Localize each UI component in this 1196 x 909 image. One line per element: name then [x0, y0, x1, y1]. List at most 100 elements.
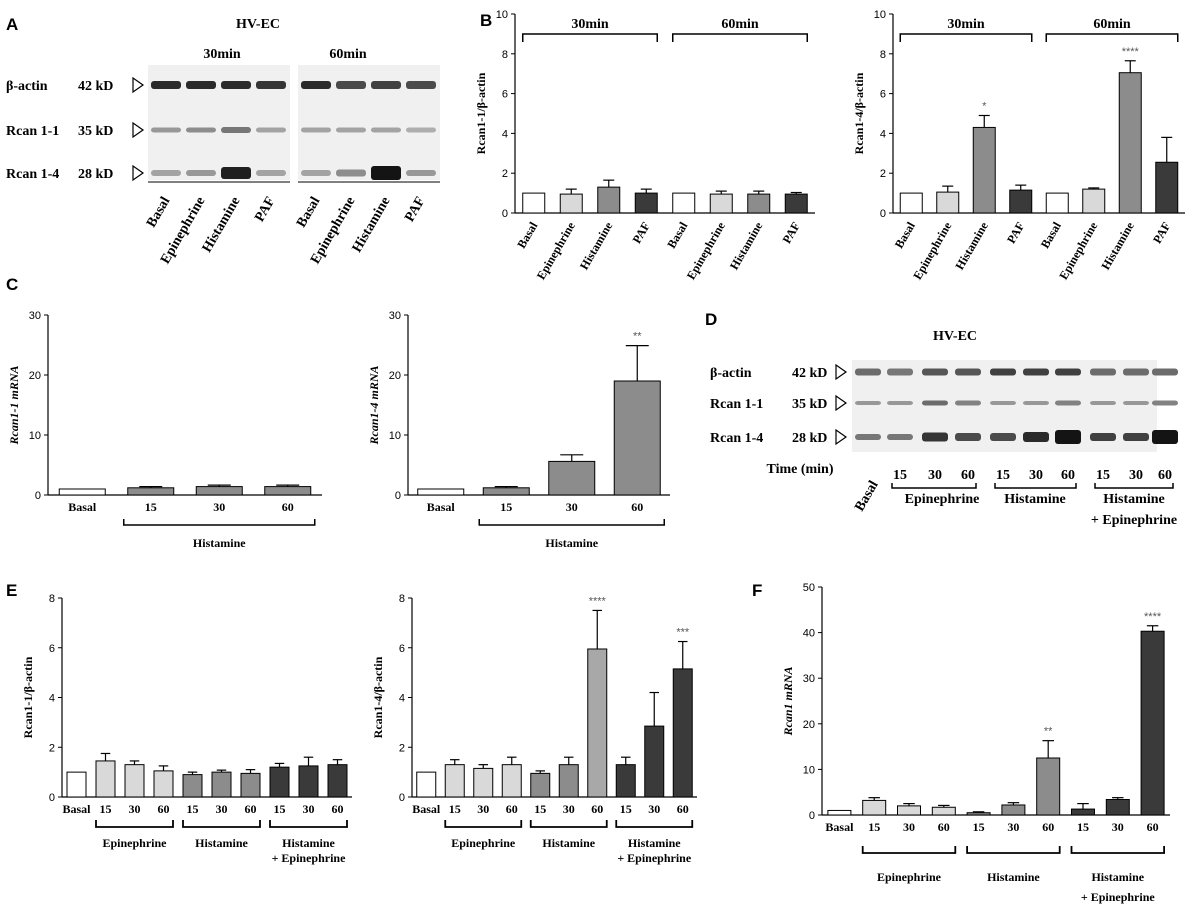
- y-tick-label-B2-2: 4: [880, 128, 886, 140]
- y-tick-label-B2-4: 8: [880, 49, 886, 61]
- blot-a-band-r1-l0: [151, 127, 181, 133]
- category-label-E1-1: 15: [100, 802, 112, 816]
- group-label-F-2-0: Histamine: [1091, 870, 1144, 884]
- blot-d-band-r2-l1: [887, 434, 913, 440]
- bar-E1-2: [124, 764, 145, 798]
- bar-E2-5: [558, 764, 579, 798]
- blot-d-bracket-1: [994, 483, 1077, 489]
- bar-B1-0: [522, 192, 546, 214]
- bar-E1-4: [182, 774, 203, 798]
- blot-d-time-3: 15: [996, 468, 1010, 483]
- category-label-E2-1: 15: [449, 802, 461, 816]
- group-label-F-1-0: Histamine: [987, 870, 1040, 884]
- y-tick-label-B1-5: 10: [496, 9, 508, 21]
- bar-E1-0: [66, 771, 87, 798]
- category-label-F-7: 15: [1077, 820, 1089, 834]
- bar-C1-1: [127, 487, 175, 496]
- bar-F-6: [1036, 757, 1061, 816]
- y-tick-label-C2-1: 10: [389, 430, 401, 442]
- category-label-B2-1: Epinephrine: [910, 219, 954, 282]
- bar-B2-4: [1045, 192, 1069, 214]
- y-tick-label-C1-1: 10: [29, 430, 41, 442]
- blot-a-row-kd-1: 35 kD: [78, 124, 113, 139]
- bar-B2-2: [972, 126, 996, 214]
- category-label-B1-2: Histamine: [577, 219, 616, 272]
- blot-d-band-r1-l4: [990, 401, 1016, 405]
- blot-a-band-r1-l3: [256, 127, 286, 133]
- bar-B1-7: [784, 193, 808, 214]
- category-label-E1-6: 60: [245, 802, 257, 816]
- blot-d-band-r1-l2: [922, 400, 948, 406]
- blot-d-bracket-0: [891, 483, 977, 489]
- bar-E2-0: [416, 771, 437, 798]
- blot-d-band-r1-l8: [1123, 401, 1149, 405]
- y-tick-label-B1-1: 2: [502, 168, 508, 180]
- group-label-E1-1-0: Histamine: [195, 836, 248, 850]
- y-axis-label-F: Rcan1 mRNA: [781, 666, 795, 736]
- bar-B2-6: [1118, 72, 1142, 214]
- group-bracket-E2-0: [444, 820, 523, 828]
- bar-C1-3: [264, 486, 312, 496]
- blot-d-row-kd-1: 35 kD: [792, 397, 827, 412]
- blot-a-row-name-1: Rcan 1-1: [6, 124, 59, 139]
- blot-a-band-r1-l2: [221, 127, 251, 133]
- bar-C2-0: [417, 488, 465, 496]
- panel-label-a: A: [6, 15, 18, 34]
- group-label-E2-2-0: Histamine: [628, 836, 681, 850]
- bar-C1-0: [58, 488, 106, 496]
- category-label-B2-2: Histamine: [952, 219, 991, 272]
- category-label-F-9: 60: [1147, 820, 1159, 834]
- category-label-E2-6: 60: [591, 802, 603, 816]
- group-label-E1-2-0: Histamine: [282, 836, 335, 850]
- chart-c2: 0 10 20 30 Rcan1-4 mRNA Basal 15 30 ** 60 Histamin…: [367, 310, 670, 550]
- y-tick-label-B2-5: 10: [874, 9, 886, 21]
- group-label-E2-1-0: Histamine: [542, 836, 595, 850]
- blot-d-band-r2-l9: [1152, 430, 1178, 444]
- category-label-E2-3: 60: [506, 802, 518, 816]
- blot-a-band-r2-l3: [256, 170, 286, 176]
- group-label-E2-0-0: Epinephrine: [451, 836, 516, 850]
- bar-E1-3: [153, 770, 174, 798]
- blot-d-band-r1-l1: [887, 401, 913, 405]
- bar-F-0: [827, 809, 852, 816]
- blot-d-arrow-0: [835, 363, 848, 381]
- blot-d-title: HV-EC: [933, 329, 977, 344]
- y-axis-label-B2: Rcan1-4/β-actin: [852, 72, 866, 154]
- bar-E2-1: [444, 764, 465, 798]
- blot-d-time-5: 60: [1061, 468, 1075, 483]
- y-tick-label-C2-3: 30: [389, 310, 401, 322]
- blot-d-band-r2-l6: [1055, 430, 1081, 444]
- western-blot-d: HV-EC β-actin 42 kD Rcan 1-1 35 kD Rcan 1-4 2…: [710, 329, 1178, 528]
- time-bracket-B2-0: [899, 33, 1033, 42]
- bar-F-4: [966, 812, 991, 816]
- y-tick-label-B1-0: 0: [502, 208, 508, 220]
- blot-d-band-r0-l4: [990, 368, 1016, 376]
- bar-E1-7: [269, 766, 290, 798]
- blot-d-time-6: 15: [1096, 468, 1110, 483]
- y-tick-label-C1-0: 0: [35, 490, 41, 502]
- blot-d-band-r0-l3: [955, 368, 981, 376]
- blot-d-band-r0-l5: [1023, 368, 1049, 376]
- blot-a-band-r2-l0: [151, 170, 181, 176]
- blot-d-time-7: 30: [1129, 468, 1143, 483]
- category-label-B1-0: Basal: [514, 219, 540, 251]
- time-bracket-label-B1-0: 30min: [571, 17, 609, 32]
- blot-d-band-r2-l0: [855, 434, 881, 440]
- western-blot-a: HV-EC 30min 60min β-actin 42 kD Rcan 1-1 35…: [6, 17, 440, 267]
- significance-E2-6: ****: [589, 595, 607, 607]
- category-label-F-0: Basal: [825, 820, 854, 834]
- y-tick-label-E2-2: 4: [399, 693, 405, 705]
- category-label-E1-0: Basal: [62, 802, 91, 816]
- category-label-E1-5: 30: [216, 802, 228, 816]
- category-label-E2-2: 30: [477, 802, 489, 816]
- bar-B1-4: [672, 192, 696, 214]
- blot-a-band-r0-l3: [256, 81, 286, 89]
- group-bracket-E1-0: [95, 820, 174, 828]
- blot-d-bracket-2: [1094, 483, 1174, 489]
- y-tick-label-E1-0: 0: [49, 792, 55, 804]
- blot-d-band-r1-l6: [1055, 400, 1081, 406]
- blot-a-row-kd-2: 28 kD: [78, 167, 113, 182]
- group-label-E1-0-0: Epinephrine: [102, 836, 167, 850]
- time-bracket-B2-1: [1045, 33, 1179, 42]
